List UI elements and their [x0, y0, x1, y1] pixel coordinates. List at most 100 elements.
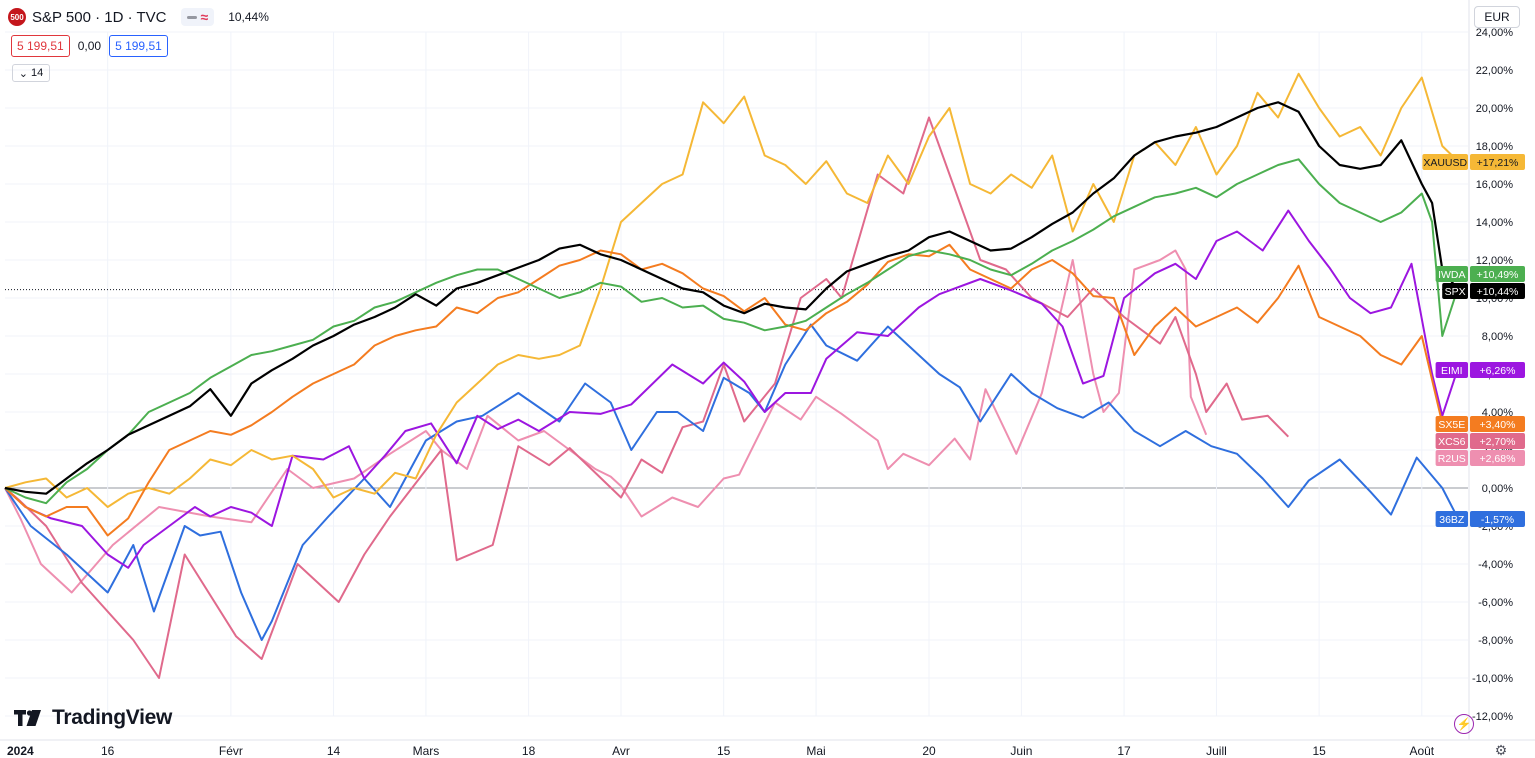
price-label-name-bg	[1442, 283, 1468, 299]
price-label-name-bg	[1435, 416, 1468, 432]
price-label-name-bg	[1422, 154, 1468, 170]
series-price-labels: XAUUSD +17,21% IWDA +10,49% SPX +10,44% EIMI +6…	[1422, 154, 1525, 527]
price-label-name-bg	[1435, 266, 1468, 282]
price-label-sx5e: SX5E +3,40%	[1435, 416, 1525, 432]
y-tick-label: 12,00%	[1476, 255, 1514, 267]
y-tick-label: 18,00%	[1476, 141, 1514, 153]
price-label-value: +17,21%	[1477, 157, 1519, 169]
price-label-name-bg	[1435, 433, 1468, 449]
price-label-iwda: IWDA +10,49%	[1435, 266, 1525, 282]
price-label-name: SPX	[1445, 286, 1466, 298]
y-tick-label: -10,00%	[1472, 673, 1513, 685]
x-tick-label: Avr	[612, 744, 630, 758]
price-label-value-bg	[1470, 433, 1525, 449]
y-tick-label: 24,00%	[1476, 27, 1514, 39]
grid	[0, 0, 1535, 741]
x-tick-label: Mars	[413, 744, 440, 758]
chevron-down-icon: ⌄	[18, 67, 28, 80]
tradingview-logo[interactable]: TradingView	[14, 706, 172, 730]
x-tick-label: Juill	[1206, 744, 1227, 758]
y-tick-label: 0,00%	[1482, 483, 1513, 495]
price-label-name: R2US	[1438, 453, 1466, 465]
price-label-36bz: 36BZ -1,57%	[1435, 511, 1525, 527]
brand-name: TradingView	[52, 706, 173, 729]
price-label-value: -1,57%	[1481, 514, 1514, 526]
y-tick-label: -4,00%	[1478, 559, 1513, 571]
x-tick-label: 14	[327, 744, 341, 758]
y-tick-label: -12,00%	[1472, 711, 1513, 723]
price-label-eimi: EIMI +6,26%	[1435, 362, 1525, 378]
price-label-spx: SPX +10,44%	[1442, 283, 1525, 299]
price-label-value-bg	[1470, 154, 1525, 170]
x-tick-label: 16	[101, 744, 115, 758]
approx-icon[interactable]: ≈	[200, 9, 209, 25]
price-label-value-bg	[1470, 362, 1525, 378]
price-label-xcs6: XCS6 +2,70%	[1435, 433, 1525, 449]
series-line-xauusd[interactable]	[4, 72, 1459, 508]
x-tick-label: Août	[1409, 744, 1434, 758]
series-line-spx[interactable]	[4, 101, 1459, 495]
x-tick-label: 15	[1312, 744, 1326, 758]
x-tick-label: Juin	[1010, 744, 1032, 758]
change-percent: 10,44%	[228, 10, 269, 24]
price-label-value: +2,70%	[1480, 436, 1516, 448]
series-line-36bz[interactable]	[4, 323, 1459, 641]
price-label-name: 36BZ	[1439, 514, 1465, 526]
series-line-r2us[interactable]	[4, 249, 1208, 594]
x-tick-label: 18	[522, 744, 536, 758]
y-tick-label: -6,00%	[1478, 597, 1513, 609]
price-label-value: +2,68%	[1480, 453, 1516, 465]
series-line-sx5e[interactable]	[4, 243, 1458, 537]
x-tick-label: Févr	[219, 744, 243, 758]
currency-select[interactable]: EUR	[1474, 6, 1520, 28]
series-line-iwda[interactable]	[4, 158, 1459, 505]
sell-price-button[interactable]: 5 199,51	[11, 35, 70, 57]
series-line-xcs6[interactable]	[4, 116, 1290, 679]
compare-toggle[interactable]: ≈	[180, 8, 215, 26]
price-label-name: EIMI	[1441, 365, 1463, 377]
buy-price-button[interactable]: 5 199,51	[109, 35, 168, 57]
minus-icon[interactable]	[186, 15, 197, 19]
lightning-icon[interactable]: ⚡	[1454, 714, 1474, 734]
series-line-eimi[interactable]	[4, 209, 1459, 569]
price-label-name: XCS6	[1438, 436, 1466, 448]
price-label-value: +6,26%	[1480, 365, 1516, 377]
y-tick-label: 8,00%	[1482, 331, 1513, 343]
indicators-count: 14	[30, 67, 44, 79]
symbol-logo: 500	[8, 8, 26, 26]
tradingview-icon	[14, 710, 41, 726]
price-label-name-bg	[1435, 362, 1468, 378]
y-tick-label: 16,00%	[1476, 179, 1514, 191]
x-tick-label: Mai	[806, 744, 825, 758]
price-label-r2us: R2US +2,68%	[1435, 450, 1525, 466]
price-label-name: SX5E	[1438, 419, 1465, 431]
x-axis[interactable]: 2024 16 Févr 14 Mars 18 Avr 15 Mai 20 Juin 17 Juill 1…	[7, 744, 1435, 758]
spread-value: 0,00	[77, 39, 102, 53]
series-lines	[4, 72, 1459, 679]
y-tick-label: 22,00%	[1476, 65, 1514, 77]
price-label-value-bg	[1470, 283, 1525, 299]
symbol-title[interactable]: S&P 500 · 1D · TVC	[32, 8, 167, 26]
indicators-toggle[interactable]: ⌄ 14	[12, 64, 50, 82]
y-tick-label: -8,00%	[1478, 635, 1513, 647]
price-label-value-bg	[1470, 416, 1525, 432]
price-label-value-bg	[1470, 511, 1525, 527]
price-label-value: +10,49%	[1477, 269, 1519, 281]
x-tick-label: 15	[717, 744, 731, 758]
price-label-value: +3,40%	[1480, 419, 1516, 431]
price-label-name-bg	[1435, 511, 1468, 527]
price-label-value-bg	[1470, 266, 1525, 282]
symbol-legend[interactable]: 500 S&P 500 · 1D · TVC ≈ 10,44%	[8, 6, 269, 28]
price-label-xauusd: XAUUSD +17,21%	[1422, 154, 1525, 170]
settings-icon[interactable]: ⚙	[1494, 741, 1508, 758]
x-tick-label: 20	[922, 744, 936, 758]
price-label-name: XAUUSD	[1423, 157, 1467, 169]
price-label-name: IWDA	[1438, 269, 1465, 281]
x-tick-label: 2024	[7, 744, 34, 758]
price-label-name-bg	[1435, 450, 1468, 466]
y-tick-label: 20,00%	[1476, 103, 1514, 115]
x-tick-label: 17	[1117, 744, 1131, 758]
y-tick-label: 14,00%	[1476, 217, 1514, 229]
